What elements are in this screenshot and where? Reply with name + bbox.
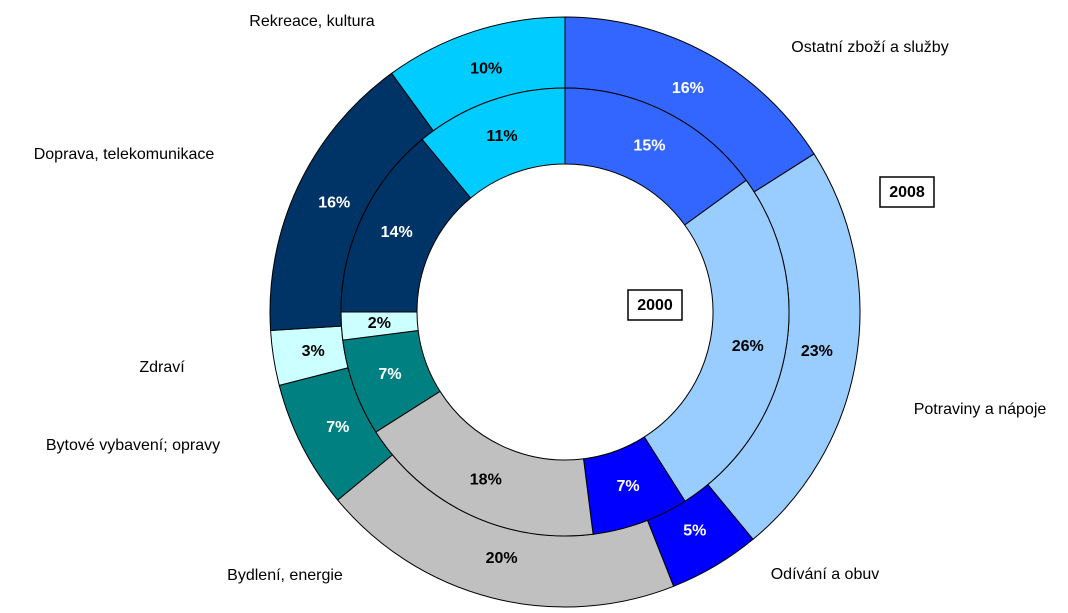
data-label: 23% — [801, 343, 833, 360]
data-label: 10% — [470, 61, 502, 78]
data-label: 2% — [368, 315, 391, 332]
series-box — [879, 176, 935, 208]
data-label: 7% — [378, 366, 401, 383]
data-label: 20% — [486, 550, 518, 567]
data-label: 7% — [326, 419, 349, 436]
data-label: 15% — [633, 137, 665, 154]
category-label: Bytové vybavení; opravy — [46, 437, 220, 454]
category-label: Bydlení, energie — [227, 567, 343, 584]
data-label: 18% — [470, 472, 502, 489]
data-label: 5% — [683, 523, 706, 540]
data-label: 7% — [616, 478, 639, 495]
data-label: 16% — [672, 80, 704, 97]
series-label: 2000 — [637, 297, 673, 314]
donut-slice — [643, 179, 790, 502]
data-label: 16% — [318, 195, 350, 212]
category-label: Rekreace, kultura — [249, 13, 374, 30]
data-label: 3% — [302, 343, 325, 360]
category-label: Doprava, telekomunikace — [34, 146, 215, 163]
data-label: 11% — [486, 128, 517, 145]
series-box — [627, 289, 683, 321]
donut-slice — [421, 87, 566, 199]
category-label: Odívání a obuv — [771, 566, 880, 583]
series-label: 2008 — [889, 184, 925, 201]
data-label: 26% — [732, 338, 764, 355]
category-label: Zdraví — [139, 359, 185, 376]
data-label: 14% — [381, 224, 413, 241]
category-label: Potraviny a nápoje — [914, 401, 1047, 418]
category-label: Ostatní zboží a služby — [791, 39, 948, 56]
